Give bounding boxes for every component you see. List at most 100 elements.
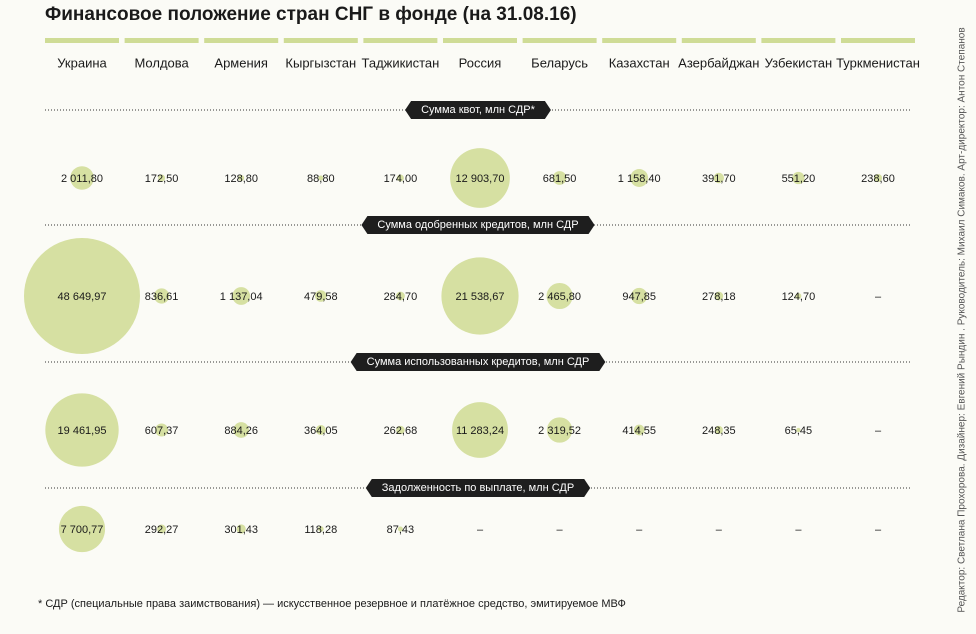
column-label: Армения bbox=[214, 55, 268, 70]
value-label: 172,50 bbox=[145, 173, 179, 185]
value-label: – bbox=[795, 524, 802, 536]
value-label: 391,70 bbox=[702, 173, 736, 185]
value-label: 2 465,80 bbox=[538, 291, 581, 303]
header-bar bbox=[443, 38, 517, 43]
header-bar bbox=[363, 38, 438, 43]
bubble bbox=[714, 291, 724, 301]
bubble bbox=[236, 524, 246, 534]
credits: Редактор: Светлана Прохорова. Дизайнер: … bbox=[957, 27, 968, 612]
section-label: Сумма одобренных кредитов, млн СДР bbox=[377, 219, 578, 231]
bubble bbox=[315, 424, 326, 436]
bubble bbox=[631, 287, 648, 305]
bubble bbox=[58, 505, 106, 553]
bubble bbox=[552, 171, 567, 185]
bubble bbox=[441, 257, 519, 335]
bubble bbox=[395, 291, 405, 301]
value-label: 1 137,04 bbox=[220, 291, 263, 303]
value-label: 884,26 bbox=[224, 425, 258, 437]
bubble bbox=[873, 173, 883, 183]
header-bar bbox=[45, 38, 119, 43]
section-pill bbox=[361, 216, 595, 234]
section-header: Сумма одобренных кредитов, млн СДР bbox=[361, 216, 595, 234]
bubble bbox=[157, 524, 167, 534]
value-label: 118,28 bbox=[304, 524, 337, 536]
value-label: 88,80 bbox=[307, 173, 335, 185]
column-label: Туркменистан bbox=[836, 55, 920, 70]
value-label: 128,80 bbox=[224, 173, 258, 185]
section-pill bbox=[350, 353, 606, 371]
value-label: 248,35 bbox=[702, 425, 736, 437]
value-label: 238,60 bbox=[861, 173, 895, 185]
chart-title: Финансовое положение стран СНГ в фонде (… bbox=[45, 4, 577, 25]
value-label: 278,18 bbox=[702, 291, 736, 303]
column-label: Таджикистан bbox=[362, 55, 440, 70]
column-label: Узбекистан bbox=[765, 55, 833, 70]
section-label: Сумма использованных кредитов, млн СДР bbox=[367, 356, 590, 368]
value-label: 124,70 bbox=[782, 291, 816, 303]
bubble bbox=[713, 172, 725, 184]
bubble bbox=[317, 526, 324, 532]
value-label: 262,68 bbox=[384, 425, 418, 437]
bubble bbox=[795, 293, 802, 299]
bubble bbox=[450, 148, 510, 208]
bubble bbox=[238, 175, 245, 181]
bubble bbox=[396, 425, 405, 435]
value-label: 11 283,24 bbox=[456, 425, 504, 437]
section-header: Сумма использованных кредитов, млн СДР bbox=[350, 353, 606, 371]
value-label: 87,43 bbox=[387, 524, 415, 536]
value-label: 7 700,77 bbox=[61, 524, 104, 536]
value-label: – bbox=[636, 524, 643, 536]
value-label: 65,45 bbox=[785, 425, 813, 437]
bubble bbox=[630, 169, 649, 187]
bubble bbox=[397, 526, 403, 532]
value-label: 292,27 bbox=[145, 524, 179, 536]
value-label: 414,55 bbox=[622, 425, 656, 437]
bubble bbox=[714, 425, 723, 435]
bubble bbox=[233, 422, 250, 438]
column-label: Кыргызстан bbox=[285, 55, 356, 70]
bubble bbox=[633, 424, 645, 436]
bubble bbox=[315, 290, 327, 302]
bubble bbox=[155, 423, 169, 437]
section-pill bbox=[365, 479, 591, 497]
header-bar bbox=[602, 38, 677, 43]
section-header: Задолженность по выплате, млн СДР bbox=[365, 479, 591, 497]
value-label: 174,00 bbox=[384, 173, 418, 185]
column-label: Россия bbox=[459, 55, 502, 70]
value-label: 284,70 bbox=[384, 291, 418, 303]
value-label: – bbox=[716, 524, 723, 536]
section-pill bbox=[405, 101, 551, 119]
bubble bbox=[452, 402, 508, 458]
section-label: Сумма квот, млн СДР* bbox=[421, 104, 536, 116]
bubble bbox=[546, 282, 573, 310]
bubble bbox=[796, 427, 801, 433]
value-label: 607,37 bbox=[145, 425, 179, 437]
value-label: 551,20 bbox=[782, 173, 816, 185]
value-label: 681,50 bbox=[543, 173, 577, 185]
bubble bbox=[396, 174, 404, 182]
bubble bbox=[45, 393, 119, 467]
bubble bbox=[70, 166, 94, 190]
header-bar bbox=[204, 38, 279, 43]
column-label: Азербайджан bbox=[678, 55, 759, 70]
bubble bbox=[24, 238, 140, 354]
bubble bbox=[153, 288, 170, 304]
value-label: 21 538,67 bbox=[456, 291, 505, 303]
column-label: Украина bbox=[57, 55, 107, 70]
column-label: Казахстан bbox=[609, 55, 670, 70]
value-label: – bbox=[875, 524, 882, 536]
value-label: 364,05 bbox=[304, 425, 338, 437]
header-bar bbox=[283, 38, 358, 43]
value-label: 479,58 bbox=[304, 291, 338, 303]
value-label: 48 649,97 bbox=[58, 291, 107, 303]
bubble bbox=[318, 175, 324, 181]
footnote: * СДР (специальные права заимствования) … bbox=[38, 598, 626, 610]
header-bar bbox=[681, 38, 756, 43]
header-bar bbox=[841, 38, 915, 43]
value-label: – bbox=[557, 524, 564, 536]
bubble bbox=[546, 417, 573, 443]
value-label: 1 158,40 bbox=[618, 173, 661, 185]
section-header: Сумма квот, млн СДР* bbox=[405, 101, 551, 119]
